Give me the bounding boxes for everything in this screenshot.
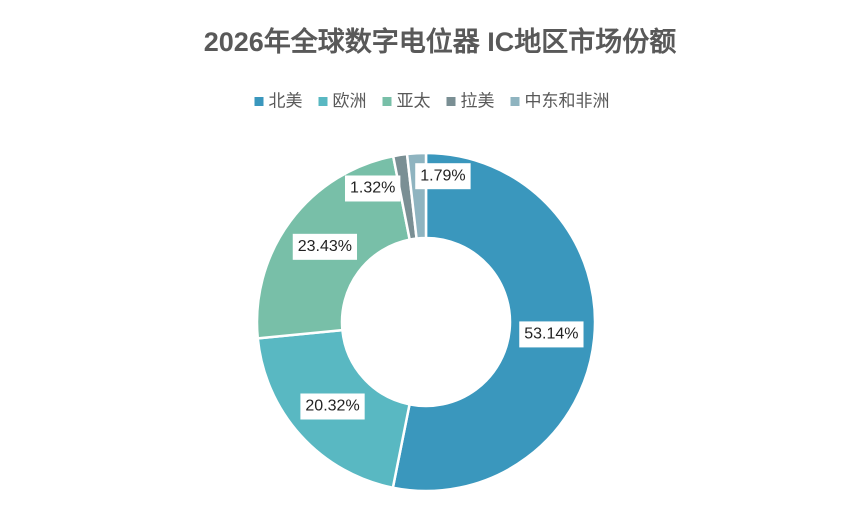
legend-label: 拉美 <box>461 91 495 110</box>
value-label-box <box>292 233 358 260</box>
value-label-box <box>344 175 401 202</box>
value-label: 20.32% <box>300 393 365 420</box>
legend-swatch <box>254 97 264 106</box>
legend-label: 北美 <box>269 91 303 110</box>
legend-label: 中东和非洲 <box>525 91 610 110</box>
slice <box>391 151 597 493</box>
value-label-box <box>519 321 584 348</box>
chart-title: 2026年全球数字电位器 IC地区市场份额 <box>204 26 677 57</box>
value-label: 1.32% <box>344 175 401 202</box>
legend-label: 欧洲 <box>333 91 367 110</box>
value-label-text: 1.79% <box>420 167 465 184</box>
value-label: 53.14% <box>519 321 584 348</box>
value-label-box <box>415 163 471 190</box>
value-label: 23.43% <box>292 233 358 260</box>
legend: 北美 欧洲 亚太 拉美 中东和非洲 <box>254 91 610 110</box>
value-label-text: 23.43% <box>298 238 352 255</box>
value-label-text: 1.32% <box>350 180 395 197</box>
legend-swatch <box>382 97 392 106</box>
value-label-text: 53.14% <box>524 326 578 343</box>
value-label: 1.79% <box>415 163 471 190</box>
value-label-text: 20.32% <box>305 398 359 415</box>
legend-label: 亚太 <box>397 91 431 110</box>
legend-swatch <box>446 97 456 106</box>
legend-swatch <box>510 97 520 106</box>
value-label-box <box>300 393 365 420</box>
labels: 53.14% 20.32% 23.43% 1.32% 1.79% <box>292 163 584 420</box>
legend-swatch <box>318 97 328 106</box>
